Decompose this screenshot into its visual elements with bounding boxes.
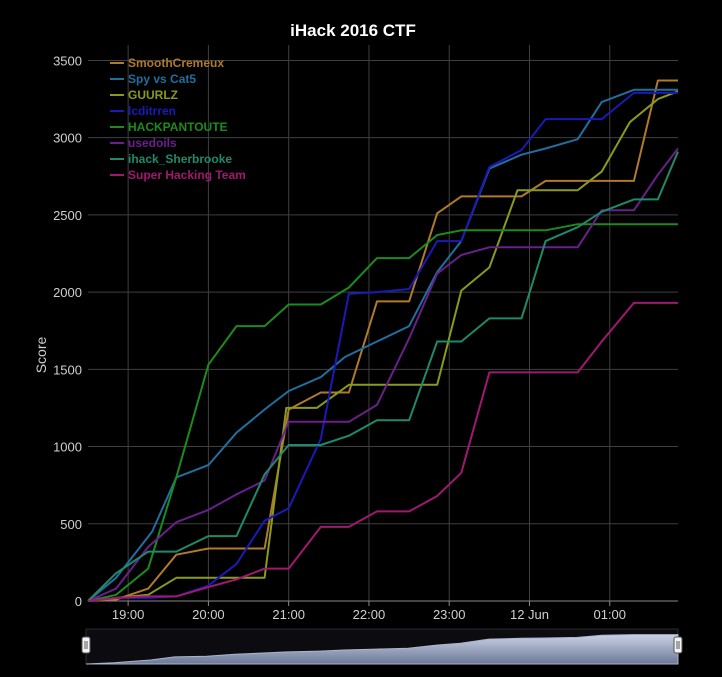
series-line[interactable]: [87, 223, 678, 602]
legend-item[interactable]: Super Hacking Team: [110, 168, 246, 182]
y-tick-label: 2500: [53, 208, 82, 223]
series-line[interactable]: [87, 79, 678, 602]
x-tick-label: 20:00: [192, 607, 225, 622]
y-tick-label: 500: [60, 517, 82, 532]
legend-label: ihack_Sherbrooke: [128, 152, 232, 166]
series-line[interactable]: [87, 90, 679, 602]
legend-label: GUURLZ: [128, 88, 178, 102]
y-tick-label: 3000: [53, 131, 82, 146]
legend[interactable]: SmoothCremeux Spy vs Cat5 GUURLZ lcditrren H…: [110, 56, 246, 182]
y-tick-label: 1000: [53, 440, 82, 455]
y-tick-label: 3500: [53, 53, 82, 68]
legend-label: usedoils: [128, 136, 177, 150]
x-tick-label: 23:00: [433, 607, 466, 622]
chart-title: iHack 2016 CTF: [290, 21, 416, 40]
handle-body[interactable]: [673, 636, 683, 654]
series-lines: [87, 79, 679, 602]
series-line[interactable]: [87, 301, 678, 602]
navigator-end-handle[interactable]: [673, 636, 683, 654]
legend-item[interactable]: ihack_Sherbrooke: [110, 152, 232, 166]
legend-label: Spy vs Cat5: [128, 72, 196, 86]
handle-body[interactable]: [81, 636, 91, 654]
legend-label: Super Hacking Team: [128, 168, 246, 182]
x-tick-label: 12 Jun: [510, 607, 549, 622]
legend-label: HACKPANTOUTE: [128, 120, 228, 134]
legend-item[interactable]: usedoils: [110, 136, 177, 150]
legend-item[interactable]: lcditrren: [110, 104, 176, 118]
legend-item[interactable]: HACKPANTOUTE: [110, 120, 228, 134]
series-line[interactable]: [87, 88, 678, 602]
series-line[interactable]: [87, 151, 679, 602]
series-line[interactable]: [87, 147, 679, 602]
legend-item[interactable]: GUURLZ: [110, 88, 178, 102]
y-tick-label: 0: [75, 594, 82, 609]
x-tick-label: 19:00: [112, 607, 145, 622]
x-tick-label: 22:00: [353, 607, 386, 622]
navigator-overview-area: [85, 634, 679, 665]
y-tick-label: 2000: [53, 285, 82, 300]
y-tick-label: 1500: [53, 362, 82, 377]
navigator-start-handle[interactable]: [81, 636, 91, 654]
legend-item[interactable]: SmoothCremeux: [110, 56, 224, 70]
range-navigator[interactable]: [81, 628, 683, 665]
x-tick-label: 21:00: [272, 607, 305, 622]
x-tick-label: 01:00: [593, 607, 626, 622]
legend-item[interactable]: Spy vs Cat5: [110, 72, 196, 86]
legend-label: SmoothCremeux: [128, 56, 224, 70]
legend-label: lcditrren: [128, 104, 176, 118]
axes: 0 500 1000 1500 2000 2500 3000 3500 19:00 20:00 21…: [53, 53, 678, 622]
y-axis-label: Score: [33, 337, 49, 374]
